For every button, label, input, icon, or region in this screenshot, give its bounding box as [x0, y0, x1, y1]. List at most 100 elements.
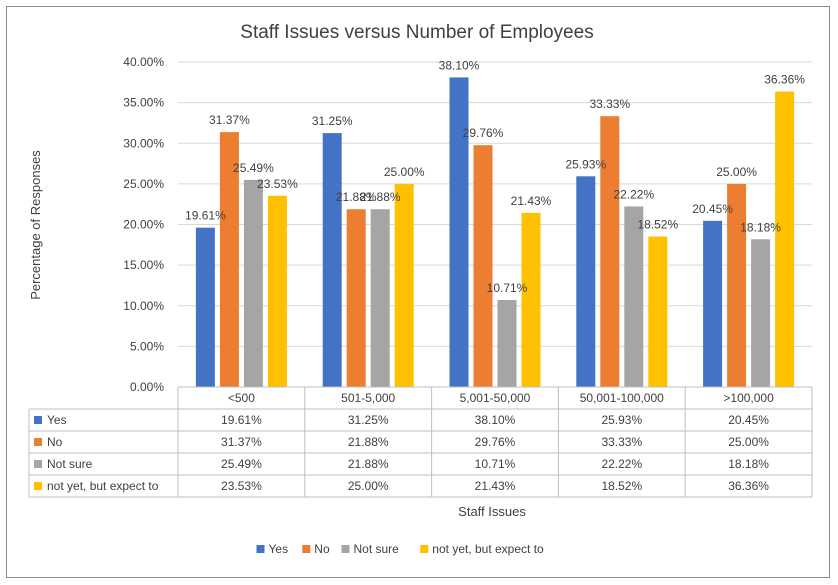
data-label: 25.00% [716, 165, 757, 179]
data-label: 25.49% [233, 161, 274, 175]
y-tick-label: 10.00% [123, 299, 164, 313]
y-tick-label: 35.00% [123, 96, 164, 110]
y-tick-label: 25.00% [123, 177, 164, 191]
data-label: 21.88% [336, 190, 377, 204]
bar [703, 220, 723, 387]
legend-label: No [314, 542, 330, 556]
bar [195, 227, 215, 387]
bar [370, 209, 390, 387]
table-series-name: Yes [47, 413, 67, 427]
data-label: 22.22% [613, 187, 654, 201]
data-label: 18.52% [637, 218, 678, 232]
table-cell: 31.37% [221, 435, 262, 449]
data-label: 29.76% [463, 126, 504, 140]
x-axis-label: Staff Issues [458, 504, 526, 519]
bar [751, 239, 771, 387]
table-cell: 10.71% [475, 457, 516, 471]
table-cell: 33.33% [601, 435, 642, 449]
y-tick-label: 40.00% [123, 55, 164, 69]
data-label: 21.88% [360, 190, 401, 204]
data-table: <500 501-5,000 5,001-50,000 50,001-100,000 >… [28, 386, 813, 498]
table-cell: 36.36% [728, 479, 769, 493]
table-cell: 25.49% [221, 457, 262, 471]
data-label: 20.45% [692, 202, 733, 216]
bar [243, 179, 263, 387]
bar [473, 145, 493, 387]
data-label: 25.00% [384, 165, 425, 179]
table-cell: 29.76% [475, 435, 516, 449]
table-cell: 25.00% [348, 479, 389, 493]
x-tick-label: <500 [228, 391, 255, 405]
table-cell: 18.18% [728, 457, 769, 471]
data-labels: 19.61% 31.37% 25.49% 23.53% 31.25% 21.88%21.8… [185, 58, 805, 295]
x-tick-label: 5,001-50,000 [460, 391, 531, 405]
table-cell: 21.88% [348, 457, 389, 471]
legend-key [302, 545, 311, 553]
bar [497, 299, 517, 387]
table-series-name: not yet, but expect to [47, 479, 159, 493]
table-cell: 19.61% [221, 413, 262, 427]
table-legend-key [34, 438, 42, 446]
x-tick-label: 501-5,000 [341, 391, 395, 405]
table-cell: 25.93% [601, 413, 642, 427]
table-cell: 23.53% [221, 479, 262, 493]
bar [727, 183, 747, 387]
data-label: 25.93% [565, 157, 606, 171]
legend: Yes No Not sure not yet, but expect to [256, 542, 544, 556]
y-tick-label: 30.00% [123, 136, 164, 150]
bar [322, 133, 342, 387]
data-label: 21.43% [511, 194, 552, 208]
legend-key [341, 545, 350, 553]
bar [394, 183, 414, 387]
data-label: 23.53% [257, 177, 298, 191]
chart-title: Staff Issues versus Number of Employees [240, 22, 593, 43]
legend-label: Yes [269, 542, 289, 556]
table-cell: 21.43% [475, 479, 516, 493]
table-legend-key [34, 416, 42, 424]
legend-key [420, 545, 429, 553]
bar [521, 212, 541, 387]
legend-label: not yet, but expect to [432, 542, 544, 556]
bar [219, 132, 239, 387]
legend-key [256, 545, 265, 553]
table-cell: 25.00% [728, 435, 769, 449]
y-tick-label: 15.00% [123, 258, 164, 272]
table-series-name: Not sure [47, 457, 93, 471]
data-label: 31.25% [312, 114, 353, 128]
table-cell: 18.52% [601, 479, 642, 493]
legend-label: Not sure [354, 542, 400, 556]
x-tick-label: >100,000 [723, 391, 774, 405]
table-cell: 22.22% [601, 457, 642, 471]
table-series-name: No [47, 435, 63, 449]
data-label: 10.71% [487, 281, 528, 295]
table-cell: 38.10% [475, 413, 516, 427]
y-tick-label: 5.00% [130, 339, 164, 353]
table-legend-key [34, 482, 42, 490]
table-legend-key [34, 460, 42, 468]
table-cell: 20.45% [728, 413, 769, 427]
y-tick-label: 20.00% [123, 218, 164, 232]
data-label: 31.37% [209, 113, 250, 127]
bar [576, 176, 596, 387]
bar [600, 116, 620, 387]
data-label: 18.18% [740, 220, 781, 234]
chart-frame [6, 6, 830, 578]
x-tick-label: 50,001-100,000 [580, 391, 664, 405]
bar [624, 206, 644, 387]
data-label: 36.36% [764, 73, 805, 87]
y-axis-ticks: 0.00% 5.00% 10.00% 15.00% 20.00% 25.00% 30.00%… [123, 55, 164, 394]
data-label: 38.10% [439, 58, 480, 72]
bar [346, 209, 366, 387]
table-cell: 31.25% [348, 413, 389, 427]
data-label: 19.61% [185, 209, 226, 223]
bar [648, 236, 668, 387]
bar [775, 91, 795, 387]
y-tick-label: 0.00% [130, 380, 164, 394]
y-axis-label: Percentage of Responses [28, 150, 43, 300]
data-label: 33.33% [589, 97, 630, 111]
table-cell: 21.88% [348, 435, 389, 449]
bars [195, 77, 795, 387]
bar [449, 77, 469, 387]
bar [267, 195, 287, 387]
